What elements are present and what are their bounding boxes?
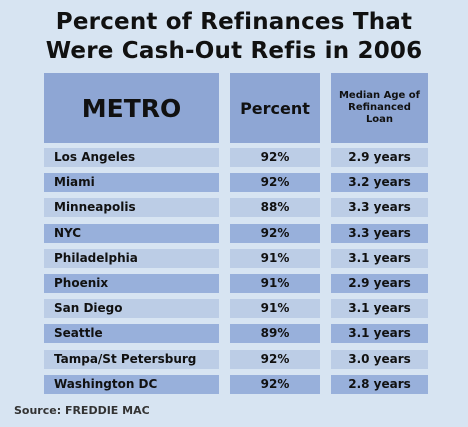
table-row: NYC 92% 3.3 years [0, 224, 468, 243]
title-line-1: Percent of Refinances That [55, 9, 413, 35]
median-age-cell: 3.3 years [331, 198, 428, 217]
metro-cell: Phoenix [44, 274, 219, 293]
percent-cell: 89% [230, 324, 320, 343]
source-note: Source: FREDDIE MAC [14, 404, 150, 417]
metro-cell: San Diego [44, 299, 219, 318]
table-row: Minneapolis 88% 3.3 years [0, 198, 468, 217]
table-row: Phoenix 91% 2.9 years [0, 274, 468, 293]
percent-cell: 92% [230, 224, 320, 243]
metro-cell: Minneapolis [44, 198, 219, 217]
table-row: Miami 92% 3.2 years [0, 173, 468, 192]
metro-cell: NYC [44, 224, 219, 243]
median-age-cell: 2.9 years [331, 274, 428, 293]
table-row: Philadelphia 91% 3.1 years [0, 249, 468, 268]
header-metro: METRO [44, 73, 219, 143]
table-row: Tampa/St Petersburg 92% 3.0 years [0, 350, 468, 369]
median-age-cell: 3.1 years [331, 299, 428, 318]
median-age-cell: 3.3 years [331, 224, 428, 243]
median-age-cell: 2.9 years [331, 148, 428, 167]
percent-cell: 91% [230, 299, 320, 318]
table-row: Seattle 89% 3.1 years [0, 324, 468, 343]
table-row: Los Angeles 92% 2.9 years [0, 148, 468, 167]
title-line-2: Were Cash-Out Refis in 2006 [45, 38, 423, 64]
table-row: San Diego 91% 3.1 years [0, 299, 468, 318]
metro-cell: Tampa/St Petersburg [44, 350, 219, 369]
median-age-cell: 2.8 years [331, 375, 428, 394]
percent-cell: 91% [230, 274, 320, 293]
median-age-cell: 3.2 years [331, 173, 428, 192]
median-age-cell: 3.0 years [331, 350, 428, 369]
table-row: Washington DC 92% 2.8 years [0, 375, 468, 394]
percent-cell: 92% [230, 148, 320, 167]
metro-cell: Washington DC [44, 375, 219, 394]
header-percent: Percent [230, 73, 320, 143]
median-age-cell: 3.1 years [331, 249, 428, 268]
percent-cell: 88% [230, 198, 320, 217]
percent-cell: 92% [230, 173, 320, 192]
percent-cell: 92% [230, 350, 320, 369]
median-age-cell: 3.1 years [331, 324, 428, 343]
percent-cell: 92% [230, 375, 320, 394]
metro-cell: Seattle [44, 324, 219, 343]
metro-cell: Los Angeles [44, 148, 219, 167]
metro-cell: Philadelphia [44, 249, 219, 268]
percent-cell: 91% [230, 249, 320, 268]
chart-title: Percent of Refinances That Were Cash-Out… [0, 8, 468, 66]
metro-cell: Miami [44, 173, 219, 192]
header-median-age: Median Age of Refinanced Loan [331, 73, 428, 143]
